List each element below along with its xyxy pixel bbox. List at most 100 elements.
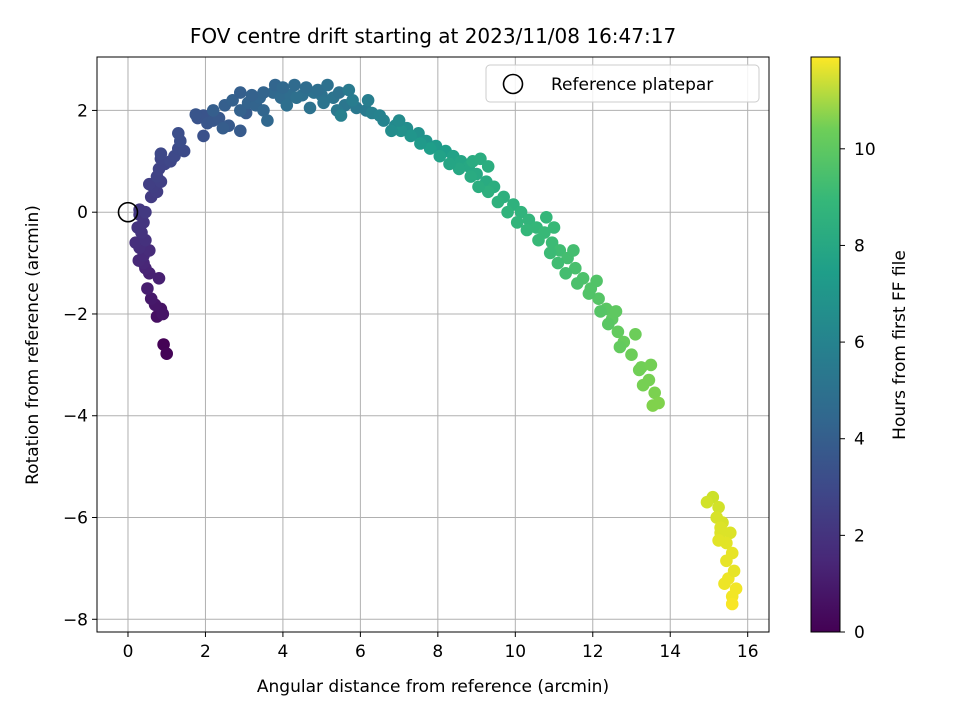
data-point bbox=[481, 160, 495, 173]
data-point bbox=[129, 236, 142, 249]
data-point bbox=[257, 86, 270, 99]
colorbar-tick-label: 6 bbox=[854, 333, 865, 353]
data-point bbox=[234, 86, 247, 99]
data-point bbox=[160, 347, 173, 361]
data-point bbox=[481, 185, 495, 199]
data-point bbox=[332, 86, 346, 99]
data-point bbox=[720, 554, 733, 568]
data-point bbox=[276, 81, 290, 94]
data-point bbox=[172, 127, 185, 140]
data-point bbox=[139, 205, 152, 219]
plot-frame bbox=[96, 56, 770, 633]
data-point bbox=[629, 328, 642, 341]
data-point bbox=[245, 88, 259, 102]
x-tick-label: 8 bbox=[432, 642, 443, 662]
data-point bbox=[288, 78, 301, 92]
data-point bbox=[472, 180, 485, 194]
data-point bbox=[257, 104, 270, 117]
data-point bbox=[143, 177, 156, 191]
data-point bbox=[582, 287, 596, 300]
data-point bbox=[152, 272, 166, 285]
data-point bbox=[540, 211, 553, 224]
data-point bbox=[317, 96, 330, 110]
data-point bbox=[632, 363, 646, 377]
data-point bbox=[299, 81, 313, 94]
data-point bbox=[569, 261, 582, 275]
data-point bbox=[648, 386, 661, 400]
data-point bbox=[189, 108, 203, 121]
data-point bbox=[611, 325, 625, 339]
x-tick-label: 12 bbox=[582, 642, 604, 662]
data-point bbox=[423, 142, 437, 155]
data-point bbox=[464, 170, 478, 183]
data-point bbox=[613, 340, 627, 354]
data-point bbox=[594, 305, 607, 318]
colorbar-tick-label: 0 bbox=[854, 623, 865, 643]
data-point bbox=[532, 233, 545, 247]
data-point bbox=[404, 129, 418, 143]
colorbar-tick-label: 2 bbox=[854, 526, 865, 546]
data-point bbox=[216, 121, 230, 135]
data-point bbox=[522, 213, 536, 227]
data-point bbox=[547, 221, 561, 234]
data-point bbox=[636, 378, 650, 392]
data-point bbox=[602, 317, 615, 331]
data-point bbox=[514, 205, 528, 219]
colorbar-tick-label: 8 bbox=[854, 236, 865, 256]
data-point bbox=[206, 104, 220, 117]
data-point bbox=[700, 495, 714, 509]
colorbar-tick-label: 10 bbox=[854, 140, 876, 160]
data-point bbox=[501, 205, 514, 219]
data-point bbox=[392, 114, 406, 127]
y-tick-label: −8 bbox=[63, 610, 88, 630]
data-point bbox=[646, 399, 660, 412]
data-point bbox=[644, 358, 658, 372]
data-point bbox=[154, 147, 168, 160]
y-tick-label: −2 bbox=[63, 305, 88, 325]
data-point bbox=[290, 91, 303, 104]
x-tick-label: 0 bbox=[123, 642, 134, 662]
legend: Reference platepar bbox=[485, 64, 760, 103]
x-axis: 0 2 4 6 8 10 12 14 16 bbox=[123, 632, 759, 662]
data-point bbox=[414, 137, 427, 150]
y-tick-label: 0 bbox=[77, 203, 88, 223]
colorbar-label: Hours from first FF file bbox=[890, 250, 910, 440]
data-point bbox=[725, 597, 739, 611]
data-point bbox=[712, 501, 725, 514]
data-point bbox=[443, 157, 456, 171]
data-point bbox=[197, 129, 210, 143]
data-point bbox=[177, 144, 191, 158]
x-tick-label: 14 bbox=[659, 642, 681, 662]
data-point bbox=[311, 83, 325, 97]
data-point bbox=[226, 94, 239, 107]
data-point bbox=[342, 83, 356, 97]
data-point bbox=[714, 521, 727, 534]
x-tick-label: 4 bbox=[277, 642, 288, 662]
data-point bbox=[553, 244, 567, 257]
chart-title: FOV centre drift starting at 2023/11/08 … bbox=[190, 24, 676, 48]
data-point bbox=[571, 277, 584, 290]
y-axis: −8 −6 −4 −2 0 2 bbox=[63, 101, 97, 630]
x-axis-label: Angular distance from reference (arcmin) bbox=[257, 677, 609, 697]
data-point bbox=[474, 152, 487, 166]
data-point bbox=[361, 94, 375, 107]
y-tick-label: −4 bbox=[63, 407, 88, 427]
data-point bbox=[373, 109, 387, 122]
colorbar bbox=[810, 56, 841, 633]
data-point bbox=[385, 124, 398, 138]
data-point bbox=[143, 244, 156, 257]
data-point bbox=[321, 78, 334, 92]
data-point bbox=[718, 577, 731, 590]
y-tick-label: −6 bbox=[63, 509, 88, 529]
data-point bbox=[234, 124, 247, 138]
colorbar-tick-label: 4 bbox=[854, 430, 865, 450]
data-point bbox=[144, 292, 158, 306]
data-point bbox=[491, 195, 505, 209]
legend-entry-reference: Reference platepar bbox=[551, 75, 713, 95]
data-point bbox=[346, 94, 359, 107]
data-point bbox=[724, 526, 737, 540]
x-tick-label: 6 bbox=[355, 642, 366, 662]
data-point bbox=[433, 149, 447, 163]
data-point bbox=[727, 564, 741, 578]
data-point bbox=[394, 124, 408, 138]
